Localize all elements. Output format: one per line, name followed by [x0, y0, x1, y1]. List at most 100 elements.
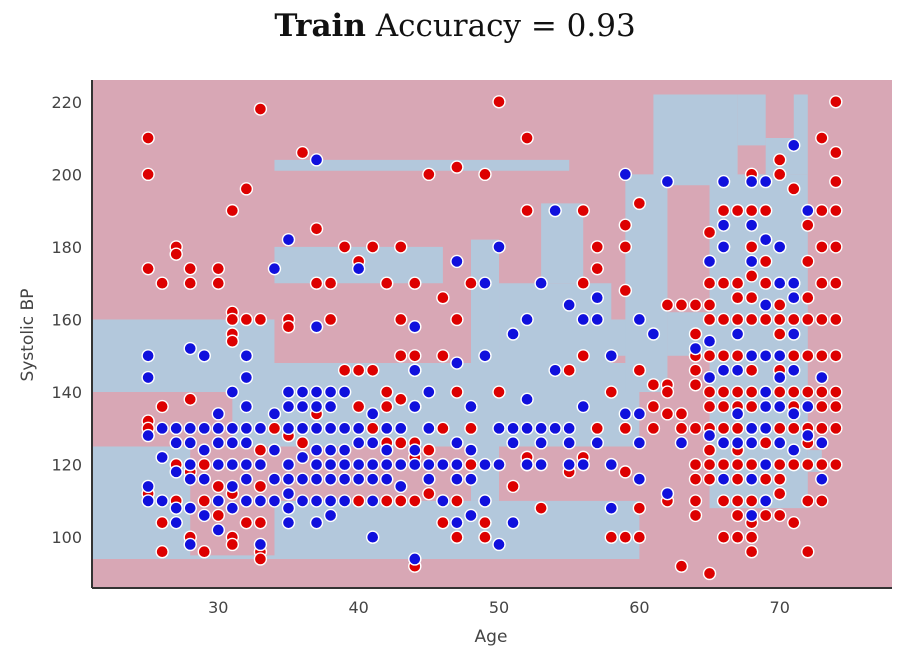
point-red-225: [758, 436, 773, 450]
point-red-166: [702, 385, 717, 399]
point-red-170: [702, 457, 717, 472]
point-blue-168: [604, 501, 618, 515]
point-red-247: [787, 182, 801, 196]
point-blue-166: [604, 349, 618, 363]
point-red-282: [829, 203, 843, 218]
point-red-180: [716, 421, 731, 436]
point-blue-227: [815, 370, 829, 385]
point-blue-71: [309, 385, 324, 399]
point-blue-23: [197, 472, 211, 486]
point-blue-132: [464, 508, 478, 523]
point-blue-62: [281, 515, 296, 530]
region-blue-15: [793, 94, 808, 139]
point-red-14: [183, 261, 197, 276]
point-red-219: [758, 276, 773, 290]
point-blue-35: [225, 479, 240, 494]
point-red-113: [520, 203, 534, 218]
y-tick-label: 200: [51, 165, 82, 184]
point-red-185: [730, 203, 745, 218]
point-red-153: [688, 363, 703, 377]
point-red-105: [478, 167, 492, 182]
point-red-107: [478, 515, 492, 530]
point-red-257: [801, 254, 815, 269]
point-red-92: [436, 349, 450, 363]
point-red-169: [702, 443, 717, 457]
point-blue-29: [211, 494, 226, 508]
point-blue-90: [337, 457, 352, 472]
point-red-15: [183, 276, 197, 290]
x-tick-label: 70: [770, 598, 790, 617]
point-red-78: [394, 494, 408, 508]
point-red-289: [829, 421, 843, 436]
point-blue-228: [815, 436, 829, 450]
point-red-164: [702, 312, 717, 327]
point-blue-41: [239, 436, 254, 450]
point-blue-17: [183, 472, 197, 486]
point-red-154: [688, 378, 703, 392]
point-red-197: [730, 508, 745, 523]
point-red-26: [225, 203, 240, 218]
point-red-96: [450, 160, 464, 174]
chart-title-rest: Accuracy = 0.93: [365, 8, 636, 44]
region-blue-13: [653, 94, 738, 186]
point-red-140: [646, 421, 661, 436]
chart-title: Train Accuracy = 0.93: [0, 8, 910, 44]
point-blue-66: [295, 450, 310, 465]
point-blue-130: [464, 443, 478, 457]
point-blue-9: [169, 436, 183, 450]
point-red-39: [253, 102, 268, 116]
point-red-128: [618, 218, 633, 232]
point-red-91: [436, 291, 450, 305]
point-blue-221: [787, 363, 801, 377]
point-blue-85: [323, 494, 338, 508]
point-red-45: [267, 421, 282, 436]
point-red-196: [730, 494, 745, 508]
x-tick-label: 30: [208, 598, 228, 617]
point-red-175: [716, 276, 731, 290]
point-blue-16: [183, 457, 197, 472]
point-blue-65: [295, 421, 310, 436]
point-blue-64: [295, 399, 310, 414]
point-blue-183: [702, 428, 717, 443]
point-blue-159: [562, 457, 576, 472]
region-blue-0: [92, 446, 640, 559]
point-red-65: [366, 240, 380, 254]
point-red-260: [801, 349, 815, 363]
point-red-108: [478, 530, 492, 544]
point-blue-153: [548, 203, 562, 218]
point-blue-81: [323, 421, 338, 436]
point-red-62: [351, 363, 366, 377]
point-red-20: [197, 494, 211, 508]
point-blue-208: [758, 421, 773, 436]
point-red-64: [351, 494, 366, 508]
point-blue-86: [323, 508, 338, 523]
point-red-158: [688, 494, 703, 508]
y-tick-label: 220: [51, 93, 82, 112]
point-red-52: [295, 436, 310, 450]
point-red-112: [520, 131, 534, 145]
point-blue-42: [239, 457, 254, 472]
point-red-189: [730, 349, 745, 363]
point-blue-128: [450, 515, 464, 530]
point-red-208: [744, 399, 759, 414]
point-blue-60: [281, 486, 296, 501]
point-red-277: [815, 457, 829, 472]
point-blue-155: [548, 421, 562, 436]
point-red-178: [716, 385, 731, 399]
point-blue-162: [576, 457, 590, 472]
point-red-286: [829, 349, 843, 363]
point-blue-36: [225, 501, 240, 515]
point-blue-56: [281, 399, 296, 414]
tick-labels: 30 40 50 60 70 100 120 140 160 180 200 220: [51, 93, 789, 617]
point-red-124: [590, 261, 604, 276]
point-blue-149: [534, 276, 548, 290]
point-blue-95: [351, 436, 366, 450]
point-blue-141: [506, 327, 520, 341]
point-blue-210: [758, 494, 773, 508]
point-blue-45: [253, 421, 268, 436]
point-red-119: [576, 203, 590, 218]
point-red-267: [815, 131, 829, 145]
point-red-269: [815, 240, 829, 254]
point-red-287: [829, 385, 843, 399]
point-blue-108: [394, 421, 408, 436]
